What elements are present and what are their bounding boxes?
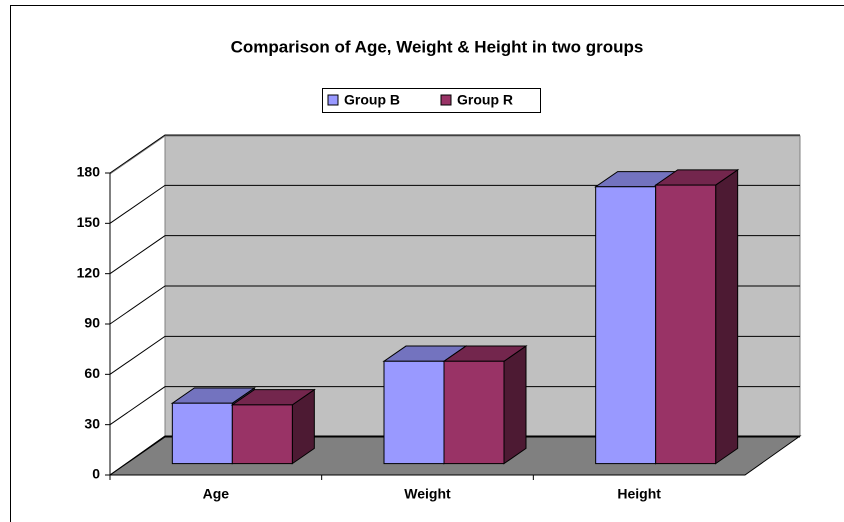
bar <box>171 402 233 465</box>
grid-line <box>109 436 800 476</box>
grid-line <box>109 335 800 375</box>
grid-line <box>109 134 800 174</box>
bar <box>231 404 293 465</box>
bar <box>383 360 445 465</box>
bar <box>443 360 505 465</box>
y-tick-label: 120 <box>77 264 101 280</box>
chart-title: Comparison of Age, Weight & Height in tw… <box>231 37 644 56</box>
legend-swatch <box>440 94 452 106</box>
grid-line <box>109 285 800 325</box>
y-tick-label: 60 <box>84 365 100 381</box>
y-tick-label: 150 <box>77 214 101 230</box>
grid-line <box>109 235 800 275</box>
grid-line <box>109 184 800 224</box>
x-tick-label: Weight <box>404 486 451 502</box>
y-tick-label: 30 <box>84 415 100 431</box>
legend-swatch <box>327 94 339 106</box>
y-tick-label: 90 <box>84 315 100 331</box>
legend-label: Group B <box>344 92 400 108</box>
y-tick-label: 180 <box>77 164 101 180</box>
bar-side <box>503 345 527 465</box>
legend-label: Group R <box>457 92 513 108</box>
x-tick-label: Age <box>203 486 230 502</box>
legend-box <box>322 88 541 113</box>
y-tick-label: 0 <box>92 466 100 482</box>
bar-side <box>715 168 739 465</box>
grid-line <box>109 386 800 426</box>
bar <box>655 184 717 465</box>
x-tick-label: Height <box>617 486 661 502</box>
bar <box>595 186 657 465</box>
